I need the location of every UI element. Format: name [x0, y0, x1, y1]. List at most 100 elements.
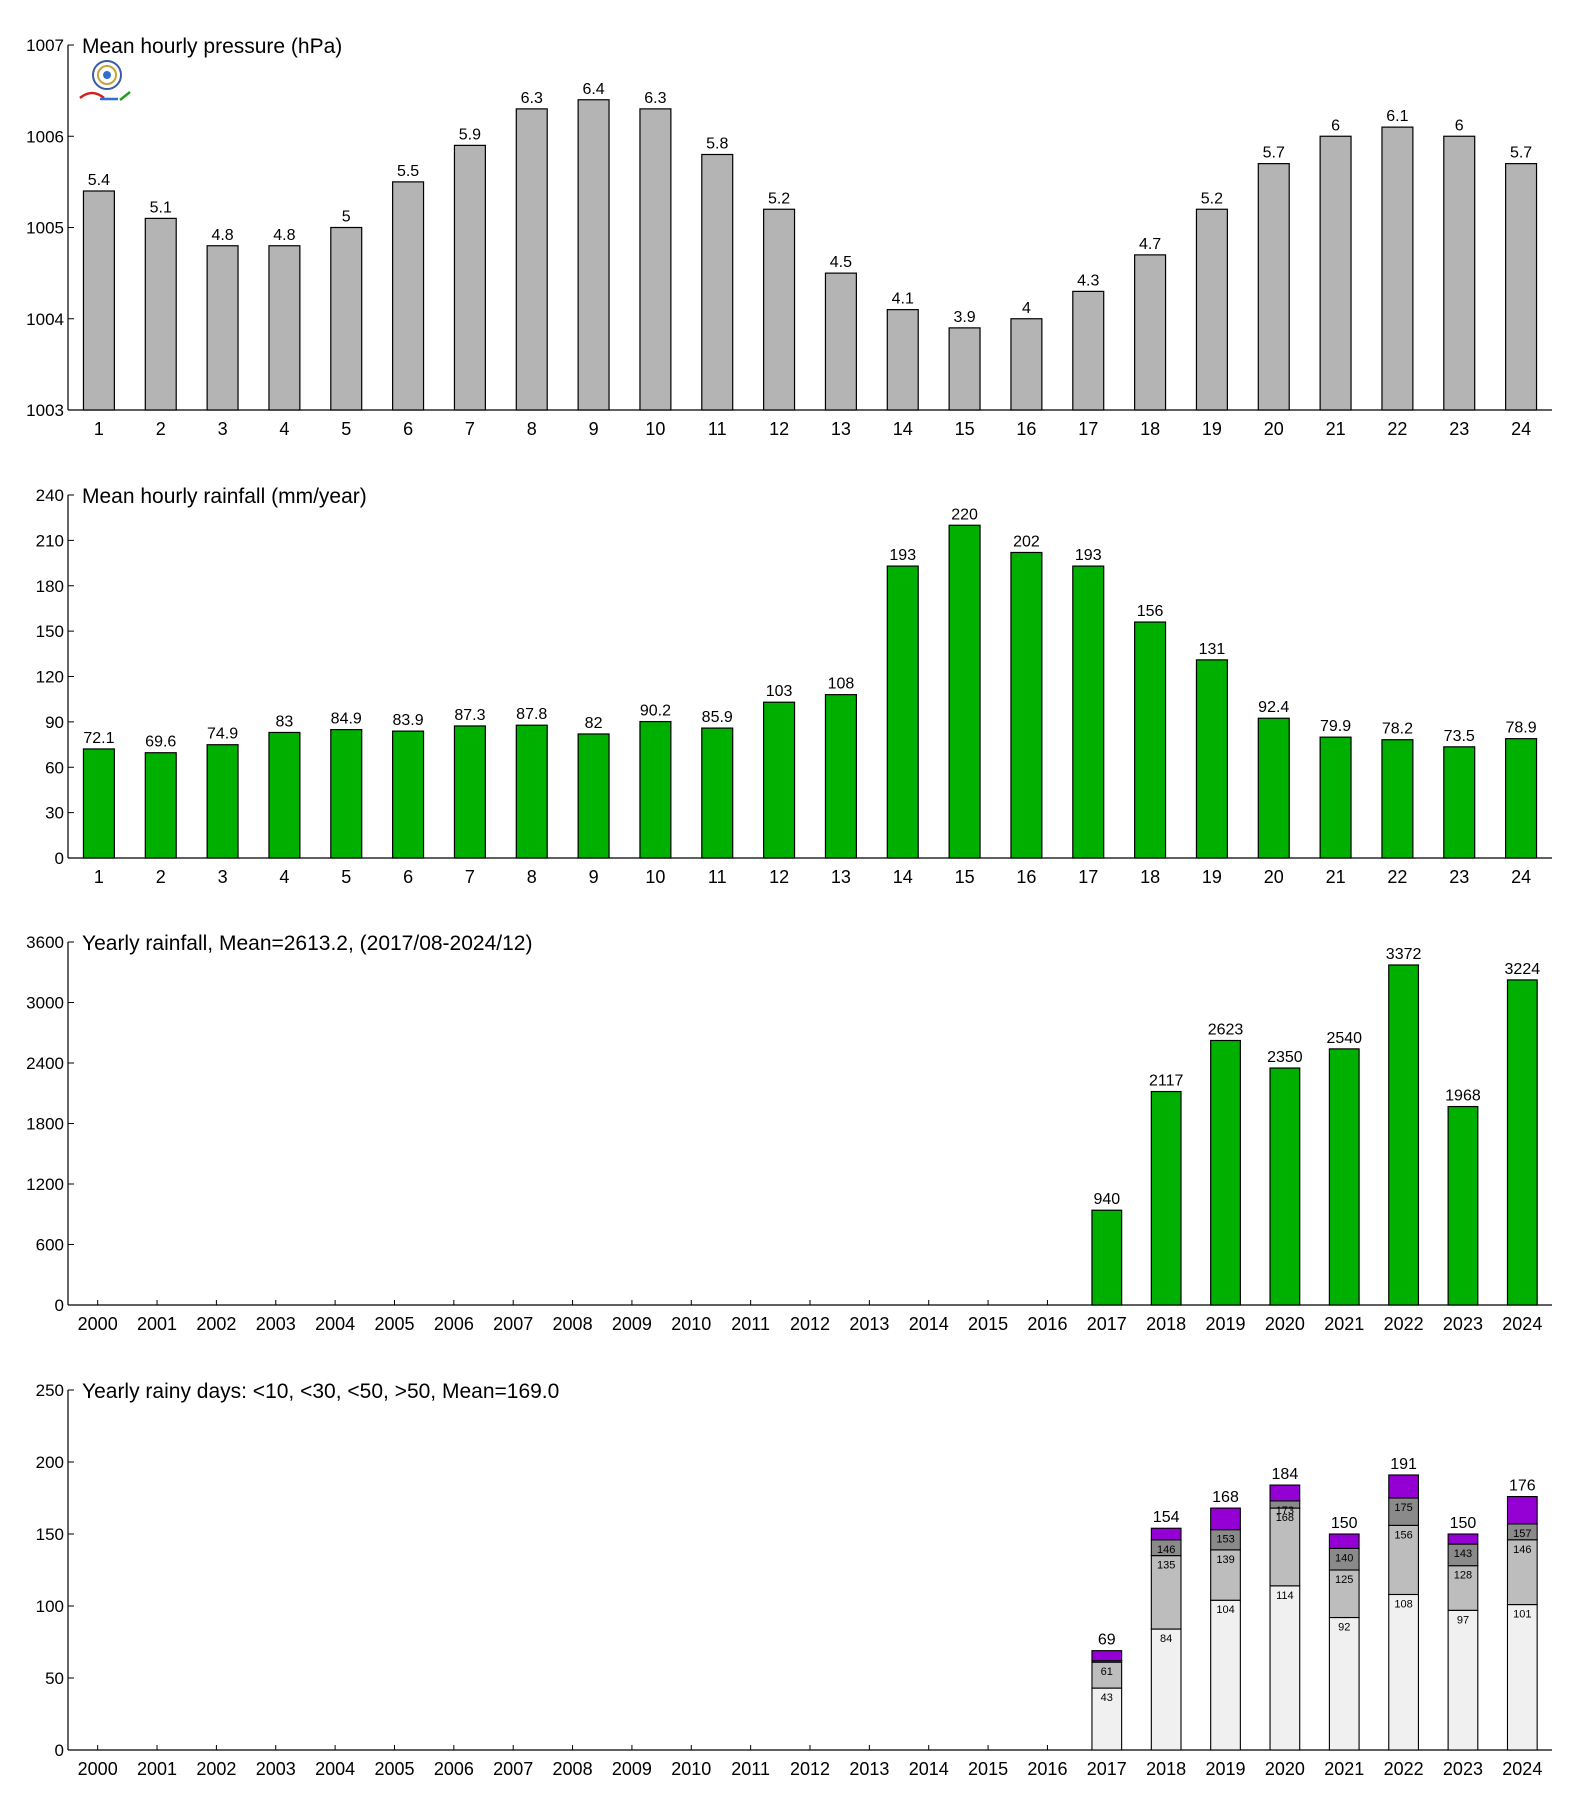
- rainy-days-chart: Yearly rainy days: <10, <30, <50, >50, M…: [36, 1380, 1552, 1779]
- hourly-rain-x-tick-label: 13: [831, 867, 851, 887]
- rainy-days-x-tick-label: 2010: [671, 1759, 711, 1779]
- yearly-rain-bar: [1091, 1209, 1123, 1306]
- hourly-rain-bar-value-label: 103: [766, 683, 793, 700]
- rainy-days-y-tick-label: 100: [36, 1597, 64, 1616]
- rainy-days-x-tick-label: 2018: [1146, 1759, 1186, 1779]
- rainy-days-x-tick-label: 2024: [1502, 1759, 1542, 1779]
- hourly-rain-bar: [1195, 659, 1228, 859]
- pressure-bar: [515, 108, 548, 411]
- yearly-rain-x-tick-label: 2022: [1384, 1314, 1424, 1334]
- hourly-rain-x-tick-label: 14: [893, 867, 913, 887]
- hourly-rain-bar: [453, 725, 486, 859]
- hourly-rain-bar-value-label: 83: [276, 713, 294, 730]
- hourly-rain-bar: [206, 744, 239, 859]
- hourly-rain-bar-value-label: 73.5: [1444, 728, 1475, 745]
- rainy-days-x-tick-label: 2007: [493, 1759, 533, 1779]
- hourly-rain-bar-value-label: 85.9: [702, 709, 733, 726]
- pressure-bar: [577, 99, 610, 411]
- rainy-days-total-label: 69: [1098, 1632, 1116, 1649]
- hourly-rain-bar: [639, 720, 672, 859]
- pressure-bar-value-label: 5.8: [706, 136, 728, 153]
- pressure-y-tick-label: 1006: [26, 127, 64, 146]
- rainy-days-segment-label-lt30: 135: [1157, 1560, 1175, 1572]
- hourly-rain-x-tick-label: 17: [1078, 867, 1098, 887]
- yearly-rain-x-tick-label: 2003: [256, 1314, 296, 1334]
- pressure-bar: [948, 327, 981, 411]
- yearly-rain-title: Yearly rainfall, Mean=2613.2, (2017/08-2…: [82, 932, 532, 955]
- pressure-x-tick-label: 17: [1078, 419, 1098, 439]
- hourly-rain-x-tick-label: 12: [769, 867, 789, 887]
- yearly-rain-bar: [1388, 964, 1420, 1306]
- yearly-rain-x-tick-label: 2002: [196, 1314, 236, 1334]
- pressure-bar-value-label: 4.8: [273, 227, 295, 244]
- rainy-days-segment-label-lt30: 61: [1101, 1666, 1113, 1678]
- pressure-bar: [1381, 126, 1414, 411]
- rainy-days-total-label: 184: [1272, 1466, 1299, 1483]
- rainy-days-x-tick-label: 2013: [849, 1759, 889, 1779]
- hourly-rain-y-tick-label: 120: [36, 668, 64, 687]
- yearly-rain-x-tick-label: 2018: [1146, 1314, 1186, 1334]
- pressure-chart: Mean hourly pressure (hPa) 1003 1004 1005 10…: [26, 35, 1552, 439]
- hourly-rain-y-tick-label: 150: [36, 622, 64, 641]
- rainy-days-y-tick-label: 200: [36, 1453, 64, 1472]
- hourly-rain-bar-value-label: 78.9: [1506, 720, 1537, 737]
- rainy-days-segment-lt30: [1091, 1661, 1123, 1689]
- rainy-days-segment-label-lt50: 153: [1216, 1534, 1234, 1546]
- yearly-rain-chart: Yearly rainfall, Mean=2613.2, (2017/08-2…: [26, 932, 1552, 1334]
- pressure-bar-value-label: 6.4: [582, 81, 604, 98]
- yearly-rain-bar: [1506, 979, 1538, 1306]
- pressure-bar-value-label: 4.7: [1139, 236, 1161, 253]
- hourly-rain-bar: [1319, 736, 1352, 859]
- rainy-days-segment-lt30: [1328, 1569, 1360, 1619]
- hourly-rain-bar: [392, 730, 425, 859]
- rainy-days-segment-lt10: [1506, 1604, 1538, 1751]
- rainy-days-segment-lt30: [1388, 1524, 1419, 1596]
- rainy-days-total-label: 150: [1450, 1515, 1477, 1532]
- rainy-days-segment-lt30: [1447, 1565, 1479, 1611]
- hourly-rain-bar-value-label: 87.3: [454, 707, 485, 724]
- yearly-rain-x-tick-label: 2014: [909, 1314, 949, 1334]
- pressure-x-tick-label: 19: [1202, 419, 1222, 439]
- rainy-days-y-tick-label: 0: [55, 1741, 64, 1760]
- hourly-rain-bar-value-label: 69.6: [145, 734, 176, 751]
- rainy-days-segment-label-lt50: 175: [1394, 1502, 1412, 1514]
- pressure-x-tick-label: 6: [403, 419, 413, 439]
- rainy-days-y-tick-label: 150: [36, 1525, 64, 1544]
- hourly-rain-bar: [1010, 551, 1043, 859]
- hourly-rain-x-tick-label: 19: [1202, 867, 1222, 887]
- hourly-rain-title: Mean hourly rainfall (mm/year): [82, 485, 367, 508]
- rainy-days-segment-gt50: [1091, 1650, 1123, 1662]
- yearly-rain-bar-value-label: 2350: [1267, 1049, 1303, 1066]
- pressure-x-tick-label: 8: [527, 419, 537, 439]
- hourly-rain-bar-value-label: 74.9: [207, 726, 238, 743]
- pressure-x-tick-label: 10: [645, 419, 665, 439]
- yearly-rain-x-tick-label: 2006: [434, 1314, 474, 1334]
- hourly-rain-bar-value-label: 72.1: [83, 730, 114, 747]
- hourly-rain-bar: [701, 727, 734, 859]
- hourly-rain-x-tick-label: 3: [218, 867, 228, 887]
- pressure-y-tick-label: 1005: [26, 219, 64, 238]
- pressure-bar: [639, 108, 672, 411]
- hourly-rain-bar: [1257, 717, 1290, 859]
- rainy-days-segment-lt10: [1091, 1687, 1123, 1751]
- rainy-days-segment-label-lt50: 146: [1157, 1544, 1175, 1556]
- pressure-bar: [1505, 163, 1538, 411]
- rainy-days-segment-label-lt10: 104: [1216, 1604, 1234, 1616]
- yearly-rain-x-tick-label: 2005: [374, 1314, 414, 1334]
- pressure-bar-value-label: 5.1: [150, 199, 172, 216]
- pressure-x-tick-label: 13: [831, 419, 851, 439]
- pressure-bar: [824, 272, 857, 411]
- pressure-y-tick-label: 1007: [26, 36, 64, 55]
- rainy-days-segment-label-lt10: 97: [1457, 1614, 1469, 1626]
- pressure-y-tick-label: 1003: [26, 401, 64, 420]
- rainy-days-segment-lt10: [1328, 1616, 1360, 1751]
- hourly-rain-bar-value-label: 108: [828, 676, 855, 693]
- yearly-rain-x-tick-label: 2010: [671, 1314, 711, 1334]
- pressure-bar-value-label: 6.3: [644, 90, 666, 107]
- rainy-days-segment-label-lt30: 139: [1216, 1554, 1234, 1566]
- yearly-rain-x-tick-label: 2017: [1087, 1314, 1127, 1334]
- pressure-bar-value-label: 5.9: [459, 126, 481, 143]
- rainy-days-total-label: 154: [1153, 1509, 1180, 1526]
- yearly-rain-y-tick-label: 1800: [26, 1115, 64, 1134]
- hourly-rain-x-tick-label: 20: [1264, 867, 1284, 887]
